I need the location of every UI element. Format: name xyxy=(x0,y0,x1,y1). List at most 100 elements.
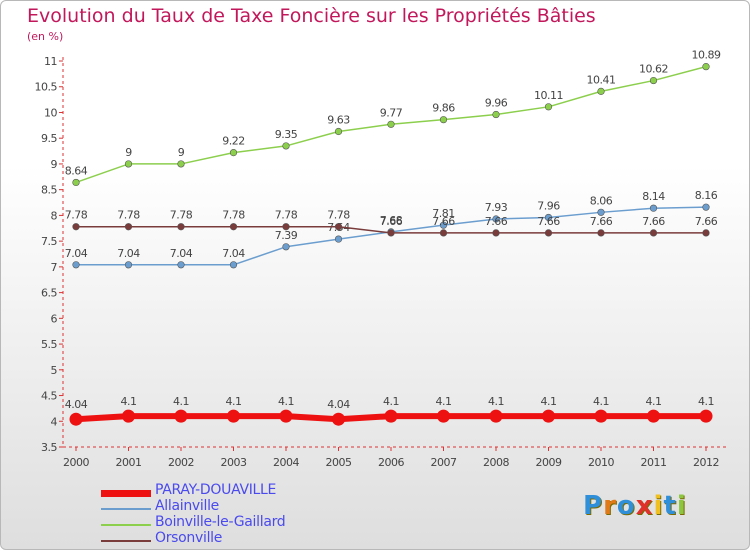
data-label-boinville-le-gaillard: 9 xyxy=(125,146,132,159)
data-label-boinville-le-gaillard: 9 xyxy=(178,146,185,159)
x-tick-label: 2001 xyxy=(116,456,142,469)
data-label-boinville-le-gaillard: 9.63 xyxy=(327,114,350,127)
data-label-orsonville: 7.66 xyxy=(537,215,560,228)
data-point-allainville xyxy=(597,208,605,216)
data-label-boinville-le-gaillard: 10.62 xyxy=(639,63,668,76)
data-label-orsonville: 7.66 xyxy=(642,215,665,228)
x-tick-label: 2008 xyxy=(483,456,509,469)
data-label-paray-douaville: 4.1 xyxy=(593,395,609,408)
y-tick-label: 7.5 xyxy=(41,235,57,248)
data-label-orsonville: 7.66 xyxy=(695,215,718,228)
data-point-paray-douaville xyxy=(594,409,608,423)
data-label-allainville: 7.04 xyxy=(117,247,140,260)
data-label-orsonville: 7.78 xyxy=(275,209,298,222)
logo-letter: x xyxy=(635,491,654,521)
data-point-allainville xyxy=(702,203,710,211)
data-label-boinville-le-gaillard: 9.35 xyxy=(275,128,298,141)
x-tick-label: 2006 xyxy=(378,456,404,469)
legend-label: PARAY-DOUAVILLE xyxy=(155,482,277,498)
data-point-boinville-le-gaillard xyxy=(387,120,395,128)
data-label-paray-douaville: 4.1 xyxy=(121,395,137,408)
data-point-boinville-le-gaillard xyxy=(124,160,133,168)
data-point-orsonville xyxy=(439,229,448,237)
logo-letter: t xyxy=(663,491,677,521)
logo-letter: P xyxy=(583,491,604,521)
x-tick-label: 2009 xyxy=(536,456,562,469)
data-point-paray-douaville xyxy=(122,409,135,423)
y-tick-label: 9.5 xyxy=(41,132,57,145)
data-point-paray-douaville xyxy=(437,409,450,423)
data-label-boinville-le-gaillard: 9.77 xyxy=(380,106,403,119)
y-tick-label: 7 xyxy=(51,261,58,274)
data-point-orsonville xyxy=(72,223,80,231)
data-label-orsonville: 7.78 xyxy=(222,209,245,222)
y-tick-label: 6.5 xyxy=(41,287,57,300)
data-point-boinville-le-gaillard xyxy=(177,160,185,168)
data-label-boinville-le-gaillard: 9.86 xyxy=(432,102,455,115)
data-point-orsonville xyxy=(492,229,500,237)
data-point-allainville xyxy=(229,261,238,269)
data-point-allainville xyxy=(649,204,658,212)
x-tick-label: 2005 xyxy=(326,456,352,469)
chart-title: Evolution du Taux de Taxe Foncière sur l… xyxy=(27,5,596,27)
y-tick-label: 6 xyxy=(51,312,58,325)
data-label-allainville: 7.39 xyxy=(275,229,298,242)
legend-swatch xyxy=(101,508,151,510)
data-label-boinville-le-gaillard: 10.41 xyxy=(587,73,616,86)
data-label-orsonville: 7.66 xyxy=(590,215,613,228)
x-tick-label: 2004 xyxy=(273,456,299,469)
data-point-allainville xyxy=(124,261,133,269)
data-point-boinville-le-gaillard xyxy=(492,110,500,119)
x-tick-label: 2012 xyxy=(693,456,719,469)
data-point-paray-douaville xyxy=(332,412,345,426)
data-point-orsonville xyxy=(282,223,290,231)
data-point-boinville-le-gaillard xyxy=(282,142,290,150)
x-tick-label: 2002 xyxy=(168,456,194,469)
data-label-orsonville: 7.78 xyxy=(65,209,88,222)
y-tick-label: 5.5 xyxy=(41,338,57,351)
data-point-boinville-le-gaillard xyxy=(229,149,238,157)
data-point-allainville xyxy=(177,261,185,269)
logo-letter: r xyxy=(603,491,617,521)
y-tick-label: 8.5 xyxy=(41,184,57,197)
data-label-paray-douaville: 4.1 xyxy=(488,395,504,408)
data-point-paray-douaville xyxy=(489,409,503,423)
logo-letter: o xyxy=(616,491,636,521)
data-label-paray-douaville: 4.1 xyxy=(541,395,557,408)
y-tick-label: 4.5 xyxy=(41,390,57,403)
logo-letter: i xyxy=(676,491,687,521)
data-label-boinville-le-gaillard: 10.89 xyxy=(692,49,721,62)
data-point-orsonville xyxy=(177,223,185,231)
data-label-paray-douaville: 4.1 xyxy=(383,395,399,408)
data-point-orsonville xyxy=(387,229,395,237)
legend-swatch xyxy=(101,489,151,497)
data-label-paray-douaville: 4.1 xyxy=(173,395,189,408)
data-label-boinville-le-gaillard: 10.11 xyxy=(534,89,563,102)
data-point-paray-douaville xyxy=(699,409,713,423)
data-label-orsonville: 7.78 xyxy=(117,209,140,222)
data-point-allainville xyxy=(544,213,553,222)
x-tick-label: 2010 xyxy=(588,456,614,469)
y-tick-label: 10 xyxy=(44,106,57,119)
data-point-orsonville xyxy=(544,229,553,237)
data-label-allainville: 7.68 xyxy=(380,214,403,227)
logo-letter: i xyxy=(653,491,664,521)
data-point-boinville-le-gaillard xyxy=(597,87,605,95)
y-tick-label: 9 xyxy=(51,158,58,171)
data-label-allainville: 7.93 xyxy=(485,201,508,214)
y-tick-label: 11 xyxy=(44,55,57,68)
data-label-boinville-le-gaillard: 9.96 xyxy=(485,97,508,110)
legend-swatch xyxy=(101,540,151,542)
y-tick-label: 4 xyxy=(51,415,58,428)
data-label-allainville: 8.14 xyxy=(642,190,665,203)
data-point-boinville-le-gaillard xyxy=(544,103,553,111)
data-label-allainville: 8.16 xyxy=(695,189,718,202)
data-point-paray-douaville xyxy=(174,409,188,423)
data-point-allainville xyxy=(439,221,448,229)
data-point-orsonville xyxy=(649,229,658,237)
data-label-allainville: 7.96 xyxy=(537,199,560,212)
data-point-allainville xyxy=(334,235,343,243)
data-label-allainville: 7.04 xyxy=(65,247,88,260)
